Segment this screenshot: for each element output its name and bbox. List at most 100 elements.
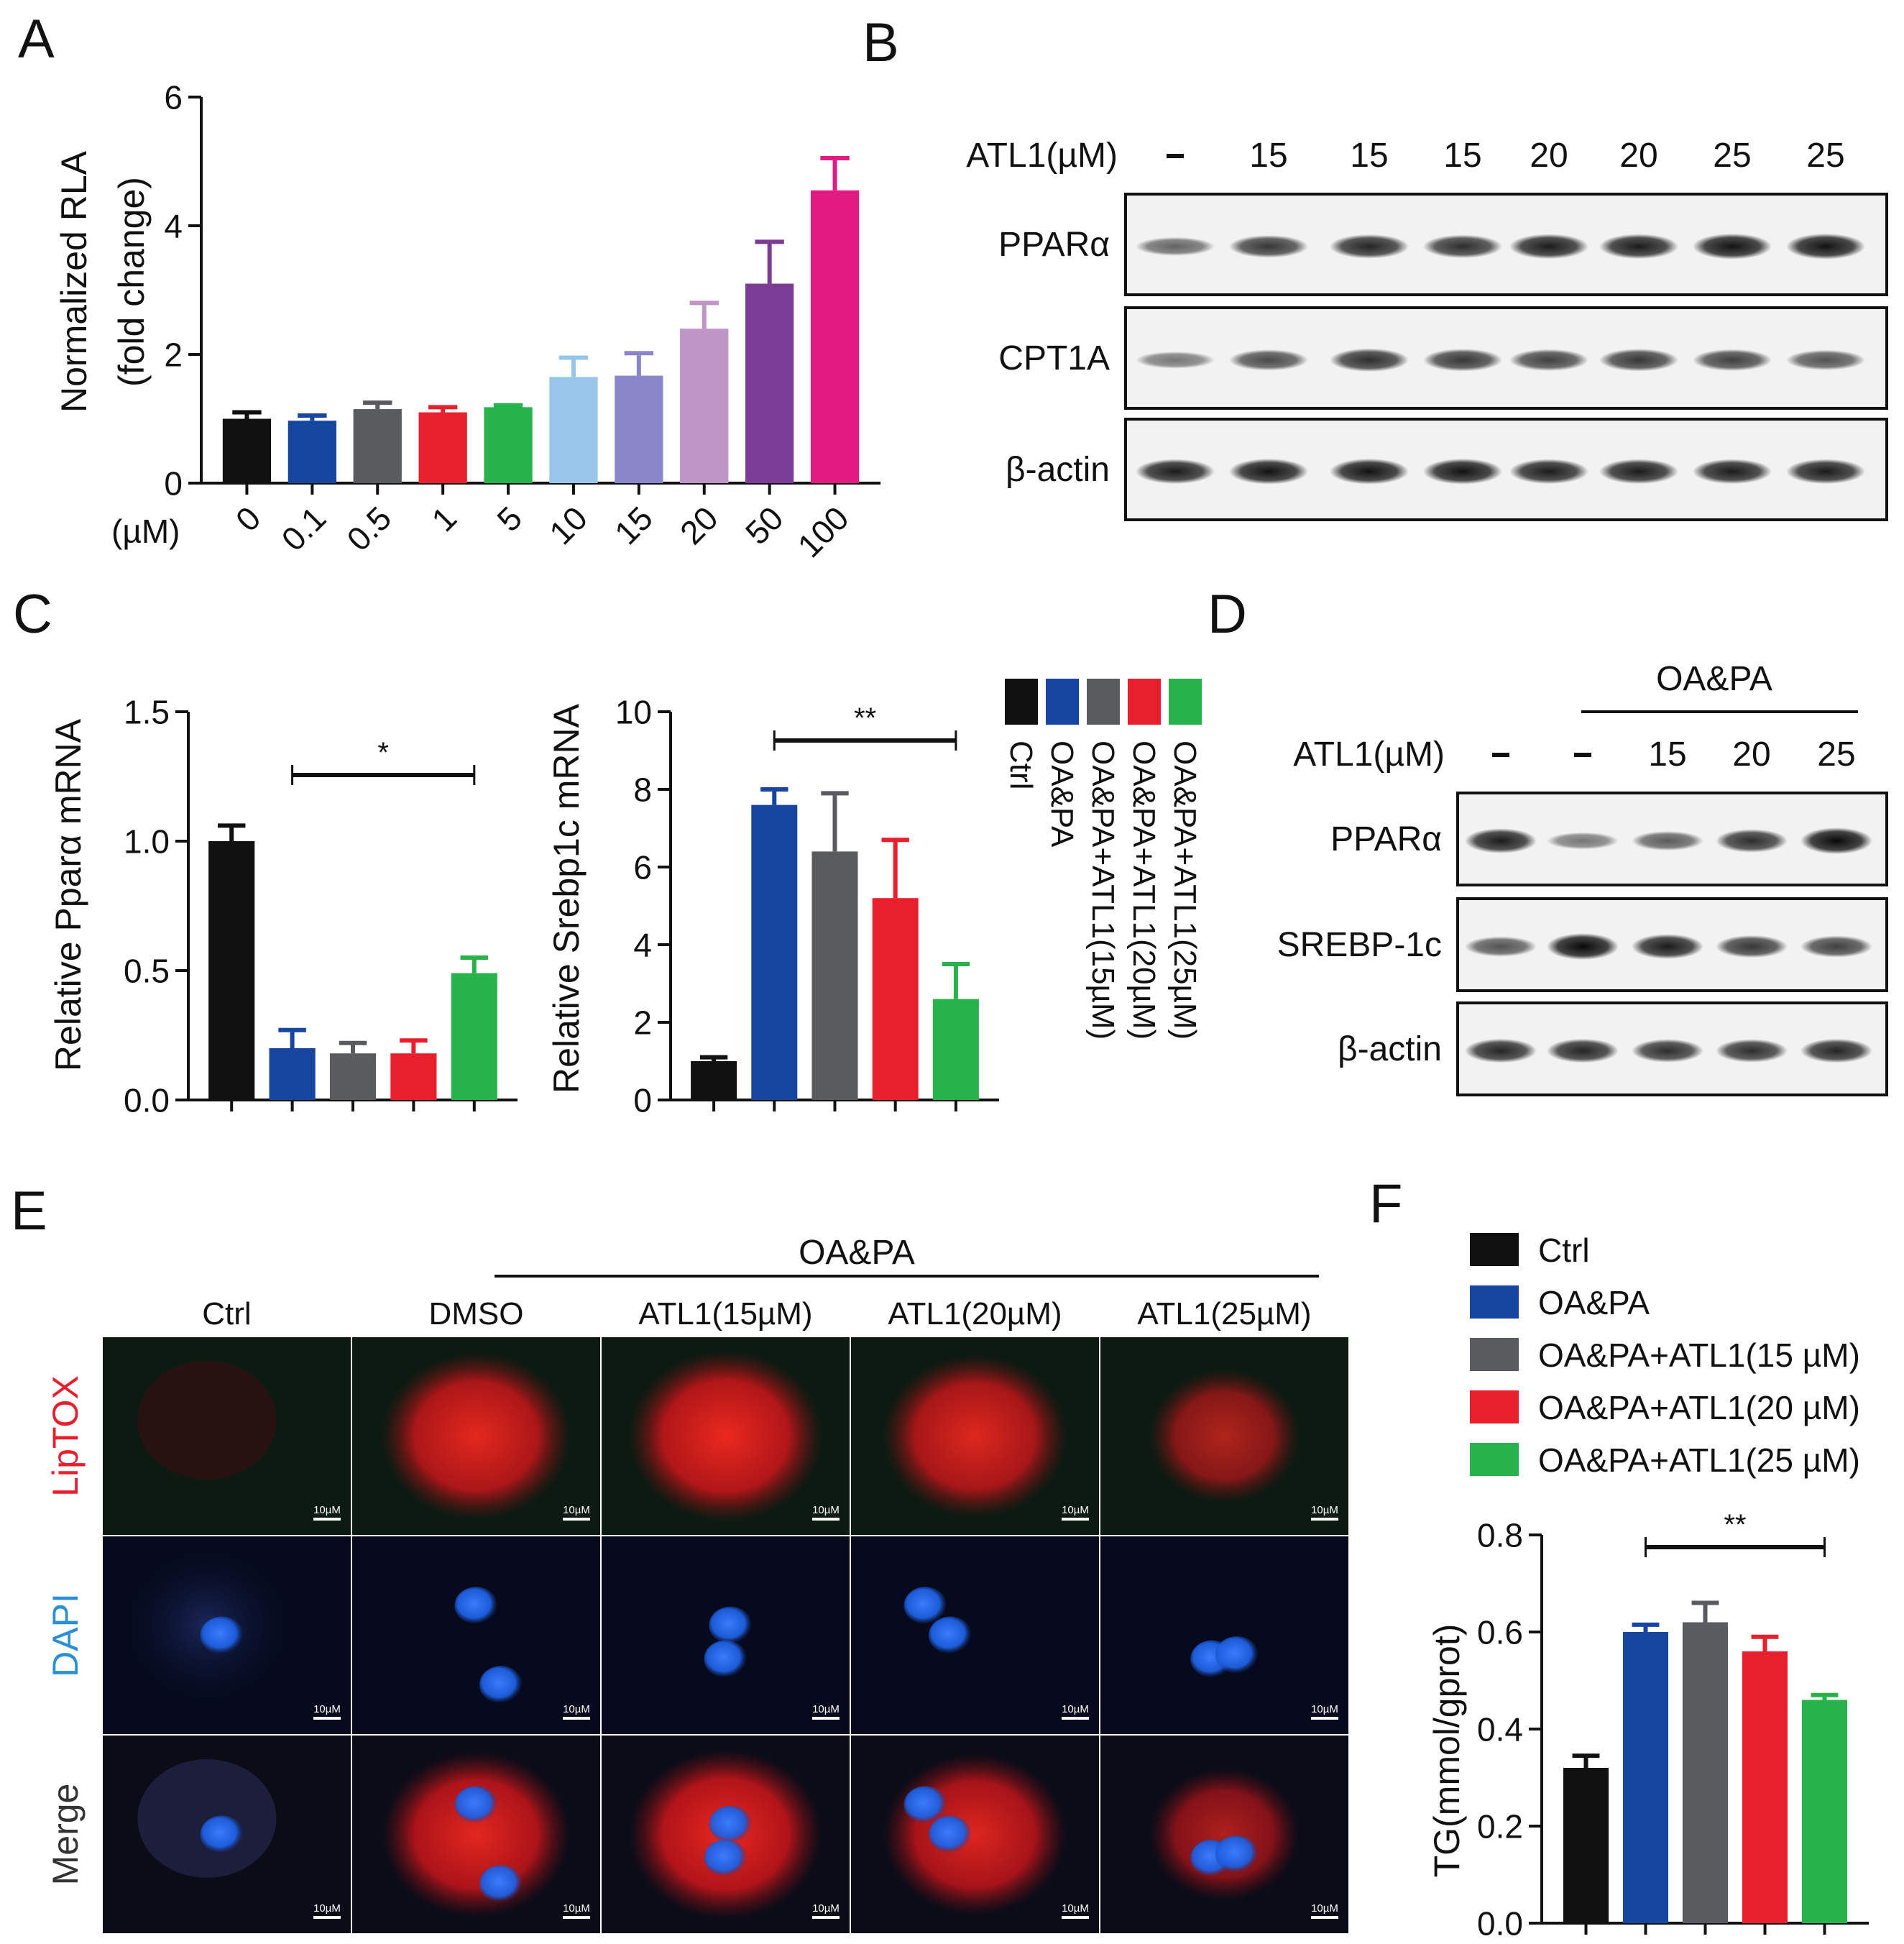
x-tick-label: 0.5 xyxy=(339,499,398,558)
scale-bar-label: 10µM xyxy=(1062,1703,1089,1715)
row-label: DAPI xyxy=(45,1593,86,1677)
bar xyxy=(329,1053,377,1100)
y-axis-label: (fold change) xyxy=(111,177,152,387)
blot-band xyxy=(1632,1039,1703,1063)
bar xyxy=(680,329,729,483)
panel-letter-a: A xyxy=(18,9,55,70)
legend-swatch xyxy=(1046,679,1079,725)
group-label: OA&PA xyxy=(1656,660,1772,698)
blot-band xyxy=(1599,349,1678,372)
lane-label-dash xyxy=(1492,753,1509,757)
bar xyxy=(810,190,860,483)
column-label: Ctrl xyxy=(202,1296,251,1331)
lane-label: 25 xyxy=(1806,137,1844,175)
y-tick-label: 0.5 xyxy=(124,953,170,990)
bar xyxy=(1742,1651,1788,1923)
legend-f: Ctrl OA&PA OA&PA+ATL1(15 µM) OA&PA+ATL1(20 … xyxy=(1470,1232,1860,1479)
scale-bar-label: 10µM xyxy=(313,1504,341,1516)
legend-label: OA&PA+ATL1(25 µM) xyxy=(1538,1441,1860,1479)
bar xyxy=(751,804,798,1100)
chart-c-srebp1c: 0 2 4 6 8 10 ** Relative Srebp1c mRNA xyxy=(546,694,999,1119)
blot-band xyxy=(1465,1038,1537,1063)
column-label: DMSO xyxy=(429,1296,524,1331)
bar xyxy=(1563,1768,1609,1923)
bar xyxy=(811,851,858,1100)
blot-band xyxy=(1423,349,1502,372)
bar xyxy=(390,1053,437,1100)
bar xyxy=(872,898,919,1100)
micrograph-tile: 10µM xyxy=(602,1536,850,1734)
blot-band xyxy=(1716,935,1788,958)
legend-label: OA&PA+ATL1(15 µM) xyxy=(1538,1336,1860,1374)
lane-label: 15 xyxy=(1648,735,1686,774)
bar xyxy=(418,412,467,483)
lipid-stain xyxy=(883,1354,1067,1518)
lipid-stain xyxy=(1149,1768,1300,1901)
nucleus xyxy=(454,1587,498,1625)
blot-band xyxy=(1693,233,1772,260)
y-tick-label: 2 xyxy=(164,336,183,374)
bar xyxy=(1801,1700,1848,1923)
nucleus xyxy=(709,1606,753,1644)
blot-band xyxy=(1465,936,1537,957)
blot-band xyxy=(1693,349,1772,371)
scale-bar-label: 10µM xyxy=(812,1703,840,1715)
blot-band xyxy=(1786,459,1865,485)
x-tick-label: 5 xyxy=(489,499,529,538)
significance-label: ** xyxy=(854,702,876,734)
bar xyxy=(222,418,272,483)
row-label: LipTOX xyxy=(45,1375,86,1497)
legend-swatch xyxy=(1470,1338,1519,1371)
panel-letter-d: D xyxy=(1208,584,1247,645)
blot-band xyxy=(1330,348,1409,372)
micrograph-tile: 10µM xyxy=(1100,1736,1348,1933)
lipid-stain xyxy=(629,1351,822,1521)
bar xyxy=(484,407,533,483)
bar xyxy=(288,421,336,483)
lane-label: 20 xyxy=(1530,137,1568,175)
bar xyxy=(208,841,255,1100)
x-tick-label: 0.1 xyxy=(274,499,333,558)
micrograph-tile: 10µM xyxy=(352,1337,600,1535)
y-tick-label: 1.0 xyxy=(124,823,170,861)
y-tick-label: 8 xyxy=(633,771,652,809)
legend-swatch xyxy=(1087,679,1120,725)
micrograph-tile: 10µM xyxy=(352,1536,600,1734)
blot-band xyxy=(1800,1038,1872,1063)
blot-band xyxy=(1423,234,1502,259)
scale-bar-label: 10µM xyxy=(313,1703,341,1715)
blot-band xyxy=(1330,458,1409,485)
y-tick-label: 0 xyxy=(633,1082,652,1119)
x-tick-label: 0 xyxy=(229,499,268,538)
nucleus xyxy=(903,1587,947,1625)
micrograph-tile: 10µM xyxy=(1100,1536,1348,1734)
scale-bar-label: 10µM xyxy=(1311,1703,1338,1715)
cell-body xyxy=(137,1361,277,1480)
legend-swatch xyxy=(1005,679,1038,725)
lane-label: 15 xyxy=(1443,137,1481,175)
y-tick-label: 6 xyxy=(164,79,183,116)
group-label: OA&PA xyxy=(799,1234,915,1272)
y-tick-label: 0 xyxy=(164,465,183,503)
nucleus xyxy=(929,1616,972,1654)
y-axis-label: Relative Srebp1c mRNA xyxy=(546,703,587,1094)
blot-band xyxy=(1547,1038,1619,1063)
micrograph-background xyxy=(1100,1536,1348,1734)
blot-row-label: SREBP-1c xyxy=(1277,926,1442,964)
bar xyxy=(932,999,979,1100)
micrograph-tile: 10µM xyxy=(352,1736,600,1933)
lane-label: 25 xyxy=(1817,735,1855,774)
x-tick-label: 1 xyxy=(424,499,464,538)
lane-label: 20 xyxy=(1732,735,1770,774)
y-tick-label: 6 xyxy=(633,849,652,886)
blot-band xyxy=(1716,1039,1788,1063)
blot-row-label: PPARα xyxy=(1330,820,1442,858)
bar xyxy=(1682,1622,1729,1923)
nucleus xyxy=(454,1786,498,1824)
nucleus xyxy=(479,1666,523,1704)
nucleus xyxy=(200,1815,244,1853)
bar xyxy=(451,973,497,1100)
column-label: ATL1(15µM) xyxy=(638,1296,812,1331)
legend-label: OA&PA+ATL1(15µM) xyxy=(1085,741,1121,1040)
